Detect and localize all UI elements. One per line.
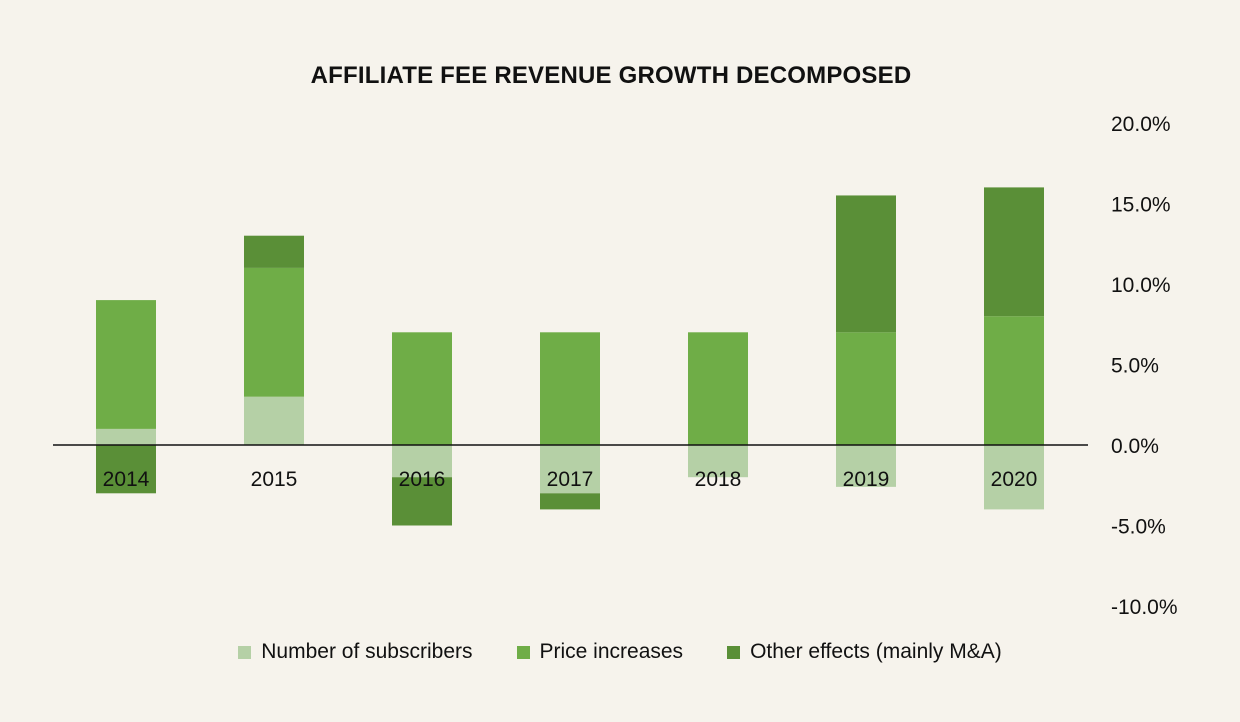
legend-item-other-effects: Other effects (mainly M&A): [727, 640, 1002, 664]
bar-2016-number-of-subscribers: [392, 445, 452, 478]
x-tick-label-2018: 2018: [695, 468, 742, 491]
bar-2014-price-increases: [96, 300, 156, 429]
legend-swatch-price-increases: [516, 645, 530, 659]
bar-2020-other-effects-mainly-m-a: [984, 187, 1044, 317]
y-tick-label: 0.0%: [1111, 435, 1159, 458]
bar-2014-other-effects-mainly-m-a: [96, 445, 156, 494]
bar-2014-number-of-subscribers: [96, 428, 156, 445]
bar-2017-price-increases: [540, 332, 600, 445]
legend: Number of subscribers Price increases Ot…: [0, 640, 1240, 664]
x-tick-label-2019: 2019: [843, 468, 890, 491]
legend-swatch-number-of-subscribers: [238, 645, 252, 659]
x-tick-label-2016: 2016: [399, 468, 446, 491]
bar-2018-price-increases: [688, 332, 748, 445]
y-tick-label: 10.0%: [1111, 274, 1171, 297]
bar-2020-number-of-subscribers: [984, 445, 1044, 510]
x-tick-label-2014: 2014: [103, 468, 150, 491]
y-tick-label: 5.0%: [1111, 355, 1159, 378]
y-tick-label: -5.0%: [1111, 516, 1166, 539]
legend-label-number-of-subscribers: Number of subscribers: [261, 640, 473, 663]
bar-2019-number-of-subscribers: [836, 445, 896, 487]
y-tick-label: -10.0%: [1111, 596, 1178, 619]
bar-2019-price-increases: [836, 332, 896, 445]
bar-2015-number-of-subscribers: [244, 396, 304, 445]
x-tick-label-2015: 2015: [251, 468, 298, 491]
bar-2016-other-effects-mainly-m-a: [392, 477, 452, 526]
bar-2016-price-increases: [392, 332, 452, 445]
bar-2015-other-effects-mainly-m-a: [244, 235, 304, 268]
bar-2020-price-increases: [984, 316, 1044, 445]
chart-title: AFFILIATE FEE REVENUE GROWTH DECOMPOSED: [310, 62, 912, 89]
bar-2019-other-effects-mainly-m-a: [836, 195, 896, 333]
bars-layer: [96, 187, 1044, 526]
y-tick-label: 15.0%: [1111, 194, 1171, 217]
bar-2018-number-of-subscribers: [688, 445, 748, 478]
bar-2015-price-increases: [244, 267, 304, 397]
y-tick-label: 20.0%: [1111, 113, 1171, 136]
x-tick-label-2017: 2017: [547, 468, 594, 491]
legend-item-price-increases: Price increases: [516, 640, 684, 664]
legend-label-other-effects: Other effects (mainly M&A): [750, 640, 1002, 663]
bar-2017-number-of-subscribers: [540, 445, 600, 494]
legend-item-number-of-subscribers: Number of subscribers: [238, 640, 473, 664]
x-tick-label-2020: 2020: [991, 468, 1038, 491]
legend-swatch-other-effects: [727, 645, 741, 659]
bar-2017-other-effects-mainly-m-a: [540, 493, 600, 510]
legend-label-price-increases: Price increases: [539, 640, 684, 663]
